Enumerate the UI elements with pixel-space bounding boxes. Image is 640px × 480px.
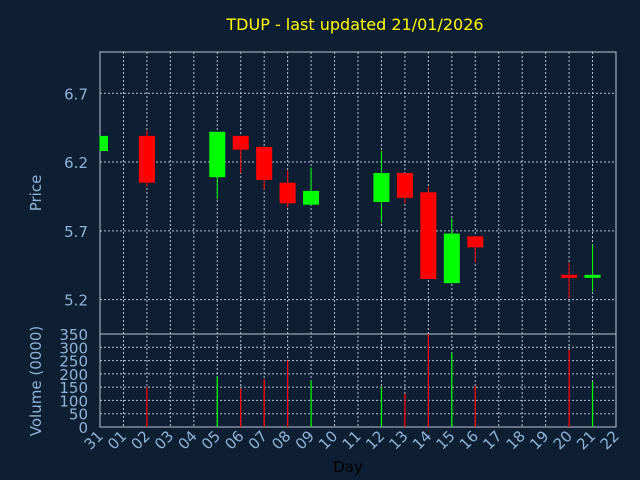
x-tick-label: 18 <box>503 427 529 453</box>
volume-plot-frame <box>99 333 617 428</box>
x-tick-label: 09 <box>292 427 318 453</box>
candle-body <box>443 233 460 284</box>
x-tick-label: 07 <box>245 427 271 453</box>
volume-tick-label: 150 <box>59 379 88 397</box>
price-tick-label: 5.2 <box>64 292 88 310</box>
x-tick-label: 22 <box>597 427 623 453</box>
volume-tick-label: 100 <box>59 392 88 410</box>
volume-tick-label: 300 <box>59 339 88 357</box>
chart-title: TDUP - last updated 21/01/2026 <box>225 15 483 34</box>
x-tick-label: 20 <box>550 427 576 453</box>
candle-body <box>303 190 320 205</box>
price-tick-label: 5.7 <box>64 223 88 241</box>
candle-body <box>584 274 601 278</box>
x-tick-label: 14 <box>409 427 435 453</box>
volume-tick-label: 50 <box>69 406 88 424</box>
x-tick-label: 04 <box>174 427 200 453</box>
x-tick-label: 16 <box>456 427 482 453</box>
price-tick-label: 6.7 <box>64 85 88 103</box>
x-tick-label: 12 <box>362 427 388 453</box>
x-tick-label: 03 <box>151 427 177 453</box>
x-tick-label: 02 <box>128 427 154 453</box>
volume-axis-label: Volume (0000) <box>27 326 45 436</box>
volume-tick-label: 250 <box>59 353 88 371</box>
x-tick-label: 08 <box>268 427 294 453</box>
x-tick-label: 19 <box>526 427 552 453</box>
x-tick-label: 13 <box>386 427 412 453</box>
candle-body <box>279 182 296 204</box>
candle-body <box>209 131 226 178</box>
volume-tick-label: 350 <box>59 326 88 344</box>
x-axis-label: Day <box>333 458 363 476</box>
price-panel: 5.2 5.7 6.2 6.7 <box>64 51 617 427</box>
x-tick-label: 10 <box>315 427 341 453</box>
volume-tick-label: 0 <box>78 419 88 437</box>
x-tick-label: 11 <box>339 427 365 453</box>
candle-body <box>100 135 108 152</box>
candle-body <box>420 192 437 279</box>
candle-body <box>256 146 273 180</box>
candle-body <box>232 135 249 150</box>
volume-panel: 0501001502002503003503101020304050607080… <box>59 326 622 453</box>
x-tick-label: 15 <box>432 427 458 453</box>
x-tick-label: 06 <box>221 427 247 453</box>
x-tick-label: 01 <box>104 427 130 453</box>
x-tick-label: 05 <box>198 427 224 453</box>
candle-body <box>396 173 413 198</box>
price-tick-label: 6.2 <box>64 154 88 172</box>
candle-body <box>138 135 155 183</box>
volume-tick-label: 200 <box>59 366 88 384</box>
candle-body <box>561 274 578 278</box>
price-axis-label: Price <box>27 175 45 212</box>
x-tick-label: 21 <box>573 427 599 453</box>
candle-body <box>467 236 484 248</box>
x-tick-label: 17 <box>479 427 505 453</box>
candle-body <box>373 173 390 202</box>
